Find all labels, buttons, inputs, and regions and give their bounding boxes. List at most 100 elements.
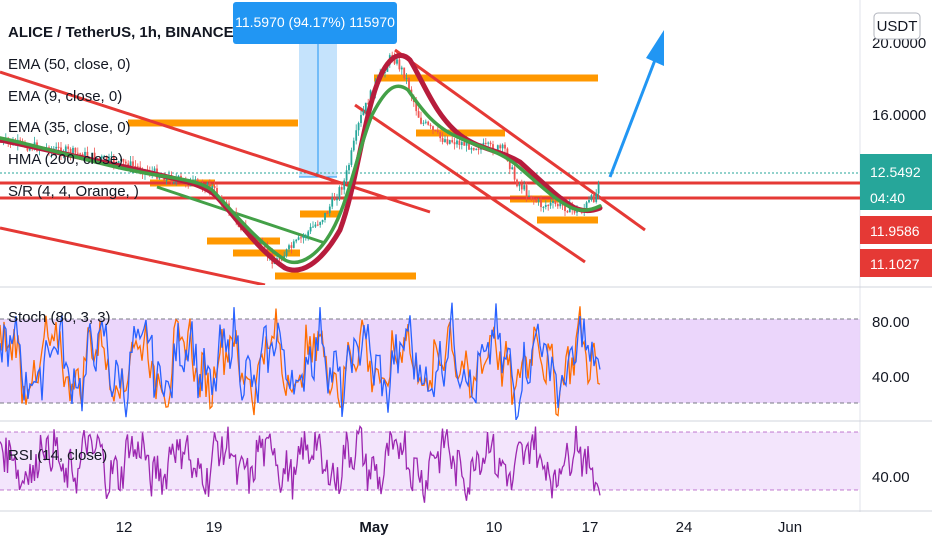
indicator-rsi[interactable]: RSI (14, close) [8, 447, 107, 464]
symbol-title[interactable]: ALICE / TetherUS, 1h, BINANCE [8, 24, 234, 41]
candle-body [554, 200, 557, 205]
candle-body [158, 176, 161, 179]
indicator-ema9[interactable]: EMA (9, close, 0) [8, 88, 122, 105]
candle-body [26, 147, 29, 151]
candle-body [465, 140, 468, 146]
time-tick-6: Jun [778, 519, 802, 536]
indicator-sr[interactable]: S/R (4, 4, Orange, ) [8, 183, 139, 200]
candle-body [134, 165, 137, 167]
candle-body [456, 140, 458, 145]
candle-body [556, 204, 559, 207]
candle-body [213, 186, 216, 189]
indicator-stoch[interactable]: Stoch (80, 3, 3) [8, 309, 111, 326]
candle-body [321, 219, 324, 223]
candle-body [525, 185, 528, 196]
candle-body [343, 180, 346, 190]
candle-body [400, 67, 403, 70]
candle-body [324, 212, 326, 220]
candle-body [482, 142, 485, 147]
candle-body [333, 197, 336, 201]
candle-body [86, 151, 89, 158]
candle-body [403, 67, 406, 79]
candle-body [398, 59, 401, 70]
candle-body [290, 245, 293, 248]
candle-body [153, 168, 156, 172]
candle-body [57, 146, 60, 148]
candle-body [508, 160, 511, 170]
stoch-band [0, 319, 860, 403]
candle-body [408, 77, 410, 90]
candle-body [463, 142, 466, 146]
currency-button[interactable]: USDT [873, 12, 921, 40]
candle-body [532, 198, 535, 200]
candle-body [136, 166, 139, 168]
candle-body [364, 102, 367, 112]
indicator-ema35[interactable]: EMA (35, close, 0) [8, 119, 131, 136]
indicator-hma[interactable]: HMA (200, close) [8, 151, 123, 168]
candle-body [516, 179, 518, 187]
candle-body [595, 193, 598, 202]
candle-body [187, 184, 190, 187]
candle-body [518, 184, 521, 187]
candle-body [357, 123, 360, 131]
candle-body [427, 121, 430, 125]
candle-body [352, 140, 355, 151]
candle-body [328, 206, 331, 214]
candle-body [367, 102, 370, 105]
candle-body [112, 156, 115, 164]
candle-body [100, 156, 103, 159]
candle-body [64, 146, 67, 154]
candle-body [520, 184, 523, 190]
candle-body [588, 200, 590, 203]
candle-body [460, 142, 463, 146]
candle-body [129, 161, 132, 169]
candle-body [501, 144, 504, 149]
candle-body [393, 57, 396, 64]
candle-body [103, 155, 106, 157]
candle-body [307, 231, 310, 236]
sr-lower-tag: 11.1027 [860, 249, 932, 277]
candle-body [194, 179, 197, 181]
candle-body [120, 158, 122, 162]
time-tick-0: 12 [116, 519, 133, 536]
candle-body [597, 183, 600, 194]
candle-body [345, 170, 348, 181]
rsi-band [0, 432, 860, 490]
candle-body [468, 140, 470, 150]
candle-body [566, 211, 569, 213]
indicator-ema50[interactable]: EMA (50, close, 0) [8, 56, 131, 73]
candle-body [511, 167, 514, 170]
candle-body [336, 198, 338, 201]
candle-body [302, 236, 305, 239]
candle-body [196, 179, 199, 184]
candle-body [429, 124, 432, 127]
candle-body [453, 142, 456, 145]
candle-body [295, 239, 298, 242]
candle-body [530, 195, 533, 199]
rsi-line [0, 425, 601, 503]
candle-body [91, 152, 94, 160]
countdown-label: 04:40 [870, 190, 905, 206]
candle-body [319, 222, 322, 226]
candle-body [436, 130, 439, 132]
candle-body [362, 111, 365, 116]
candle-body [470, 148, 473, 150]
candle-body [573, 208, 576, 213]
candle-body [117, 161, 120, 165]
candle-body [180, 175, 182, 179]
candle-body [458, 140, 461, 146]
candle-body [424, 121, 427, 123]
candle-body [326, 212, 329, 214]
candle-body [544, 205, 547, 207]
candle-body [84, 151, 86, 159]
candle-body [523, 185, 526, 190]
candle-body [475, 148, 478, 150]
support-line [156, 185, 326, 245]
candle-body [477, 148, 480, 150]
candle-body [79, 153, 82, 155]
candle-body [348, 164, 350, 171]
candle-body [540, 200, 542, 208]
candle-body [278, 258, 281, 260]
candle-body [439, 131, 442, 139]
